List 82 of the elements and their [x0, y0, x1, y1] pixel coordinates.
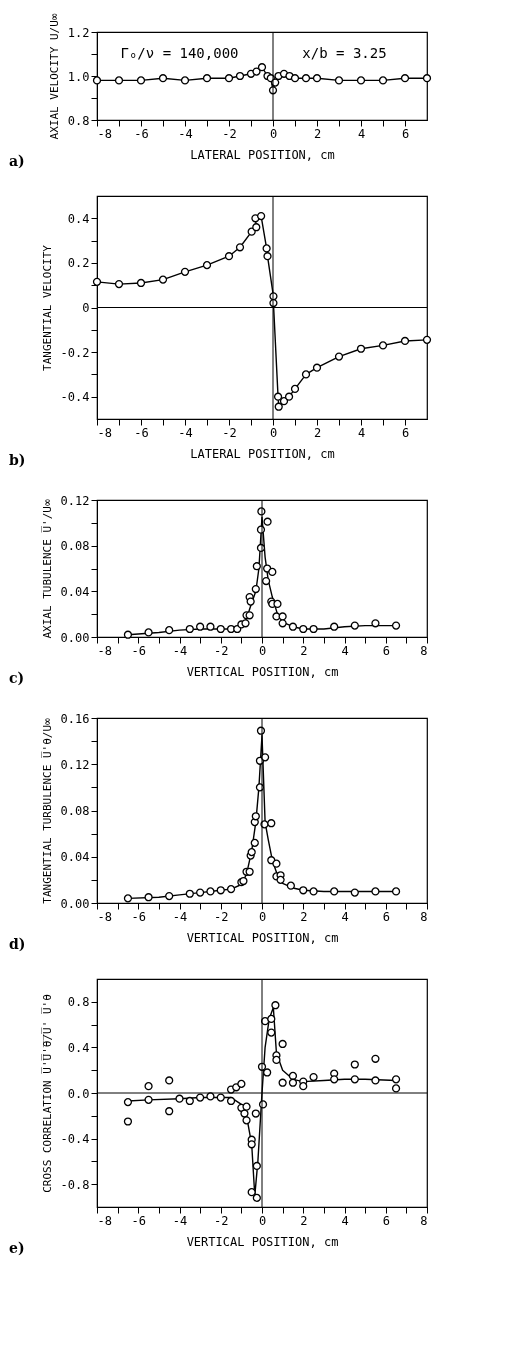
y-tick-label: -0.4 — [60, 1132, 90, 1147]
x-tick-label: 4 — [357, 126, 366, 141]
text: c) — [9, 670, 25, 686]
y-tick-label: 0.04 — [60, 850, 90, 865]
y-tick-label: 0.12 — [60, 757, 90, 772]
y-tick-label: 1.2 — [67, 25, 90, 40]
x-tick-label: -8 — [97, 909, 112, 924]
y-axis-title: CROSS CORRELATION U̅'̅U̅'̅θ̅/U̅' U̅'θ — [40, 994, 54, 1193]
x-tick-label: 6 — [401, 126, 410, 141]
x-tick-label: -6 — [134, 126, 149, 141]
x-tick-label: 0 — [258, 909, 267, 924]
x-axis-title: LATERAL POSITION, cm — [190, 446, 335, 461]
y-tick-label: 0.08 — [60, 804, 90, 818]
x-tick-label: 4 — [341, 909, 349, 924]
annotation: Γₒ/ν = 140,000 — [120, 45, 239, 61]
x-tick-label: 0 — [258, 1213, 267, 1228]
x-axis-title: VERTICAL POSITION, cm — [186, 930, 339, 945]
y-axis-title: TANGENTIAL VELOCITY — [40, 244, 54, 371]
x-tick-label: 0 — [269, 126, 278, 141]
text: a) — [9, 153, 25, 169]
x-tick-label: -2 — [222, 126, 237, 141]
y-tick-label: 0.08 — [60, 539, 90, 554]
x-tick-label: 2 — [300, 1213, 308, 1228]
text: d) — [9, 936, 26, 952]
y-tick-label: -0.2 — [60, 345, 90, 360]
x-tick-label: -8 — [97, 126, 112, 141]
x-tick-label: 2 — [300, 643, 308, 658]
x-tick-label: -2 — [214, 643, 229, 658]
x-tick-label: -2 — [214, 909, 229, 924]
x-tick-label: -4 — [172, 909, 188, 924]
text: e) — [9, 1240, 25, 1256]
x-tick-label: -6 — [131, 909, 146, 924]
y-tick-label: 0.8 — [67, 995, 90, 1010]
x-axis-title: LATERAL POSITION, cm — [190, 147, 335, 162]
x-tick-label: 0 — [269, 425, 278, 440]
x-tick-label: -6 — [131, 643, 146, 658]
x-tick-label: 6 — [382, 909, 390, 924]
x-tick-label: 6 — [382, 643, 390, 658]
y-tick-label: 1.0 — [67, 69, 90, 84]
x-tick-label: -8 — [97, 425, 112, 440]
y-axis-title: AXIAL TUBULENCE U̅'/U∞ — [40, 499, 54, 639]
x-tick-label: -4 — [172, 643, 188, 658]
annotation: x/b = 3.25 — [302, 45, 387, 61]
x-tick-label: 8 — [420, 1213, 428, 1228]
y-tick-label: 0.8 — [67, 113, 90, 128]
y-tick-label: 0.16 — [60, 711, 90, 726]
x-tick-label: -8 — [97, 1213, 112, 1228]
x-tick-label: -2 — [214, 1213, 229, 1228]
x-tick-label: 8 — [420, 643, 428, 658]
x-tick-label: -2 — [222, 425, 237, 440]
y-tick-label: 0.00 — [60, 630, 90, 645]
y-tick-label: 0.04 — [60, 584, 90, 599]
y-axis-title: TANGENTIAL TURBULENCE U̅'θ/U∞ — [40, 717, 54, 904]
x-tick-label: -4 — [178, 126, 193, 141]
x-tick-label: -6 — [134, 425, 149, 440]
y-tick-label: -0.8 — [60, 1177, 90, 1192]
y-tick-label: 0.0 — [67, 1086, 90, 1101]
x-tick-label: -4 — [172, 1213, 188, 1228]
x-tick-label: 2 — [313, 425, 322, 440]
y-tick-label: -0.4 — [60, 390, 90, 405]
x-tick-label: -6 — [131, 1213, 146, 1228]
y-tick-label: 0.4 — [67, 211, 90, 226]
x-tick-label: -4 — [178, 425, 193, 440]
x-tick-label: 4 — [357, 425, 366, 440]
y-tick-label: 0.00 — [60, 896, 90, 911]
x-axis-title: VERTICAL POSITION, cm — [186, 664, 339, 679]
x-axis-title: VERTICAL POSITION, cm — [186, 1234, 339, 1249]
x-tick-label: -8 — [97, 643, 112, 658]
x-tick-label: 6 — [401, 425, 410, 440]
y-tick-label: 0.2 — [67, 256, 90, 271]
y-tick-label: 0.4 — [67, 1040, 90, 1055]
y-tick-label: 0 — [82, 301, 90, 315]
text: b) — [9, 452, 26, 468]
y-tick-label: 0.12 — [60, 493, 90, 508]
x-tick-label: 6 — [382, 1213, 390, 1228]
x-tick-label: 2 — [300, 909, 308, 924]
x-tick-label: 8 — [420, 909, 428, 924]
x-tick-label: 2 — [313, 126, 322, 141]
x-tick-label: 4 — [341, 1213, 349, 1228]
x-tick-label: 0 — [258, 643, 267, 658]
y-axis-title: AXIAL VELOCITY U/U∞ — [47, 13, 61, 140]
x-tick-label: 4 — [341, 643, 349, 658]
